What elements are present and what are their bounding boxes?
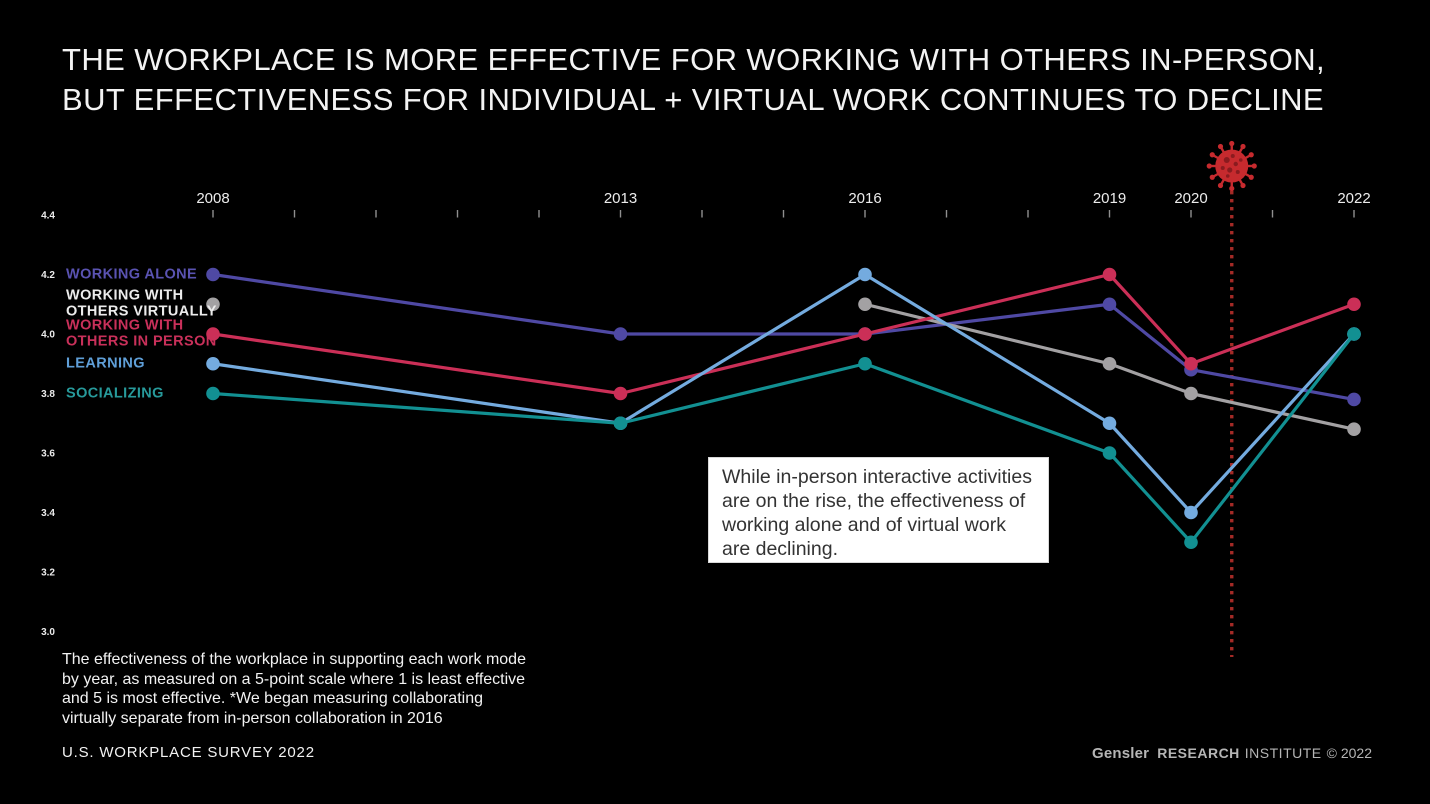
data-point (206, 356, 220, 371)
data-point (206, 327, 220, 341)
x-axis-label: 2019 (1093, 190, 1126, 207)
annotation-box: While in-person interactive activities a… (708, 457, 1049, 563)
legend-label: WORKING WITH (66, 287, 184, 304)
y-axis-label: 4.2 (41, 270, 55, 281)
x-axis-label: 2022 (1337, 190, 1370, 207)
series-line-working-with-others-virtually (864, 302, 1355, 431)
legend-item-working-with-others-virtually: WORKING WITH OTHERS VIRTUALLY (66, 287, 217, 320)
y-axis-label: 4.0 (41, 330, 55, 341)
data-point (1184, 535, 1198, 550)
data-point (1184, 356, 1198, 371)
data-point (858, 267, 872, 282)
legend-item-socializing: SOCIALIZING (66, 384, 164, 402)
data-point (1347, 422, 1361, 437)
annotation-text: While in-person interactive activities a… (722, 466, 1032, 560)
data-point (1347, 392, 1361, 407)
legend-label: WORKING WITH (66, 317, 184, 334)
data-point (1347, 327, 1361, 341)
legend-item-learning: LEARNING (66, 355, 145, 372)
x-axis-label: 2020 (1174, 190, 1207, 207)
data-point (1102, 446, 1117, 460)
data-point (1102, 297, 1117, 312)
source-label: U.S. WORKPLACE SURVEY 2022 (62, 744, 315, 761)
data-point (858, 356, 872, 371)
page-title: THE WORKPLACE IS MORE EFFECTIVE FOR WORK… (62, 42, 1326, 117)
legend-label: OTHERS VIRTUALLY (66, 303, 217, 320)
y-axis-label: 3.8 (41, 389, 55, 400)
footnote: The effectiveness of the workplace in su… (62, 651, 526, 727)
data-point (1102, 267, 1117, 282)
brand: Gensler RESEARCH INSTITUTE © 2022 (1092, 745, 1372, 762)
series-line-learning (212, 272, 1356, 515)
series-line-working-alone (212, 272, 1355, 402)
brand-institute: INSTITUTE (1244, 745, 1322, 761)
data-point (1184, 505, 1198, 520)
x-axis-label: 2013 (604, 190, 637, 207)
y-axis-label: 3.6 (41, 449, 55, 460)
legend-label: LEARNING (66, 355, 145, 371)
data-point (613, 327, 628, 341)
legend-label: SOCIALIZING (66, 384, 164, 401)
legend-label: OTHERS IN PERSON (66, 333, 217, 349)
x-axis-label: 2008 (196, 190, 229, 207)
data-point (613, 386, 628, 401)
data-point (1102, 416, 1117, 431)
brand-research: RESEARCH (1157, 745, 1240, 761)
y-axis-label: 3.0 (41, 627, 55, 638)
x-axis-label: 2016 (848, 190, 881, 207)
data-point (858, 297, 872, 312)
coronavirus-icon (1206, 140, 1257, 192)
data-point (1102, 356, 1117, 371)
data-point (1347, 297, 1361, 312)
legend-label: WORKING ALONE (66, 265, 198, 282)
brand-gensler-logo: Gensler (1091, 745, 1150, 762)
data-point (613, 416, 628, 431)
data-point (1184, 386, 1198, 401)
series-line-socializing (212, 333, 1356, 544)
data-point (206, 386, 220, 401)
y-axis-label: 3.4 (41, 508, 55, 519)
data-point (206, 267, 220, 282)
data-point (858, 327, 872, 341)
brand-copyright: © 2022 (1326, 745, 1372, 761)
y-axis-label: 3.2 (41, 568, 55, 579)
series-line-working-with-others-in-person (212, 272, 1355, 396)
legend-item-working-with-others-in-person: WORKING WITH OTHERS IN PERSON (66, 317, 217, 350)
y-axis-label: 4.4 (41, 211, 55, 222)
legend-marker-dot (206, 297, 220, 312)
legend-item-working-alone: WORKING ALONE (66, 265, 198, 283)
